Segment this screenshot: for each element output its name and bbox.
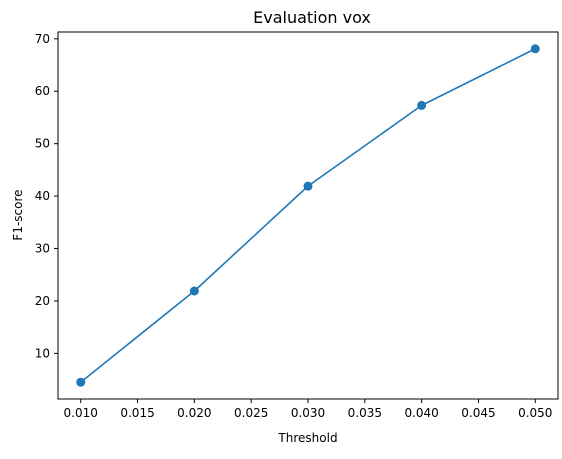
- data-point: [303, 181, 313, 191]
- y-tick-label: 20: [35, 294, 50, 308]
- y-tick-label: 70: [35, 32, 50, 46]
- x-tick-label: 0.020: [177, 406, 211, 420]
- x-tick-label: 0.035: [348, 406, 382, 420]
- data-point: [76, 377, 86, 387]
- x-tick-label: 0.010: [64, 406, 98, 420]
- chart-title: Evaluation vox: [253, 8, 371, 27]
- x-tick-label: 0.025: [234, 406, 268, 420]
- y-axis: 10 20 30 40 50 60 70: [35, 32, 58, 360]
- data-point: [530, 44, 540, 54]
- y-tick-label: 50: [35, 137, 50, 151]
- x-axis-label: Threshold: [277, 431, 337, 445]
- y-axis-label: F1-score: [11, 189, 25, 240]
- series-layer: [76, 44, 540, 387]
- plot-area: [57, 31, 559, 400]
- plot-background: [58, 32, 558, 399]
- data-point: [189, 286, 199, 296]
- y-tick-label: 40: [35, 189, 50, 203]
- x-axis: 0.010 0.015 0.020 0.025 0.030 0.035 0.040 0.045…: [64, 399, 552, 420]
- x-tick-label: 0.050: [518, 406, 552, 420]
- data-point: [417, 100, 427, 110]
- x-tick-label: 0.045: [461, 406, 495, 420]
- x-tick-label: 0.015: [120, 406, 154, 420]
- y-tick-label: 60: [35, 84, 50, 98]
- x-tick-label: 0.030: [291, 406, 325, 420]
- y-tick-label: 30: [35, 242, 50, 256]
- x-tick-label: 0.040: [404, 406, 438, 420]
- y-tick-label: 10: [35, 346, 50, 360]
